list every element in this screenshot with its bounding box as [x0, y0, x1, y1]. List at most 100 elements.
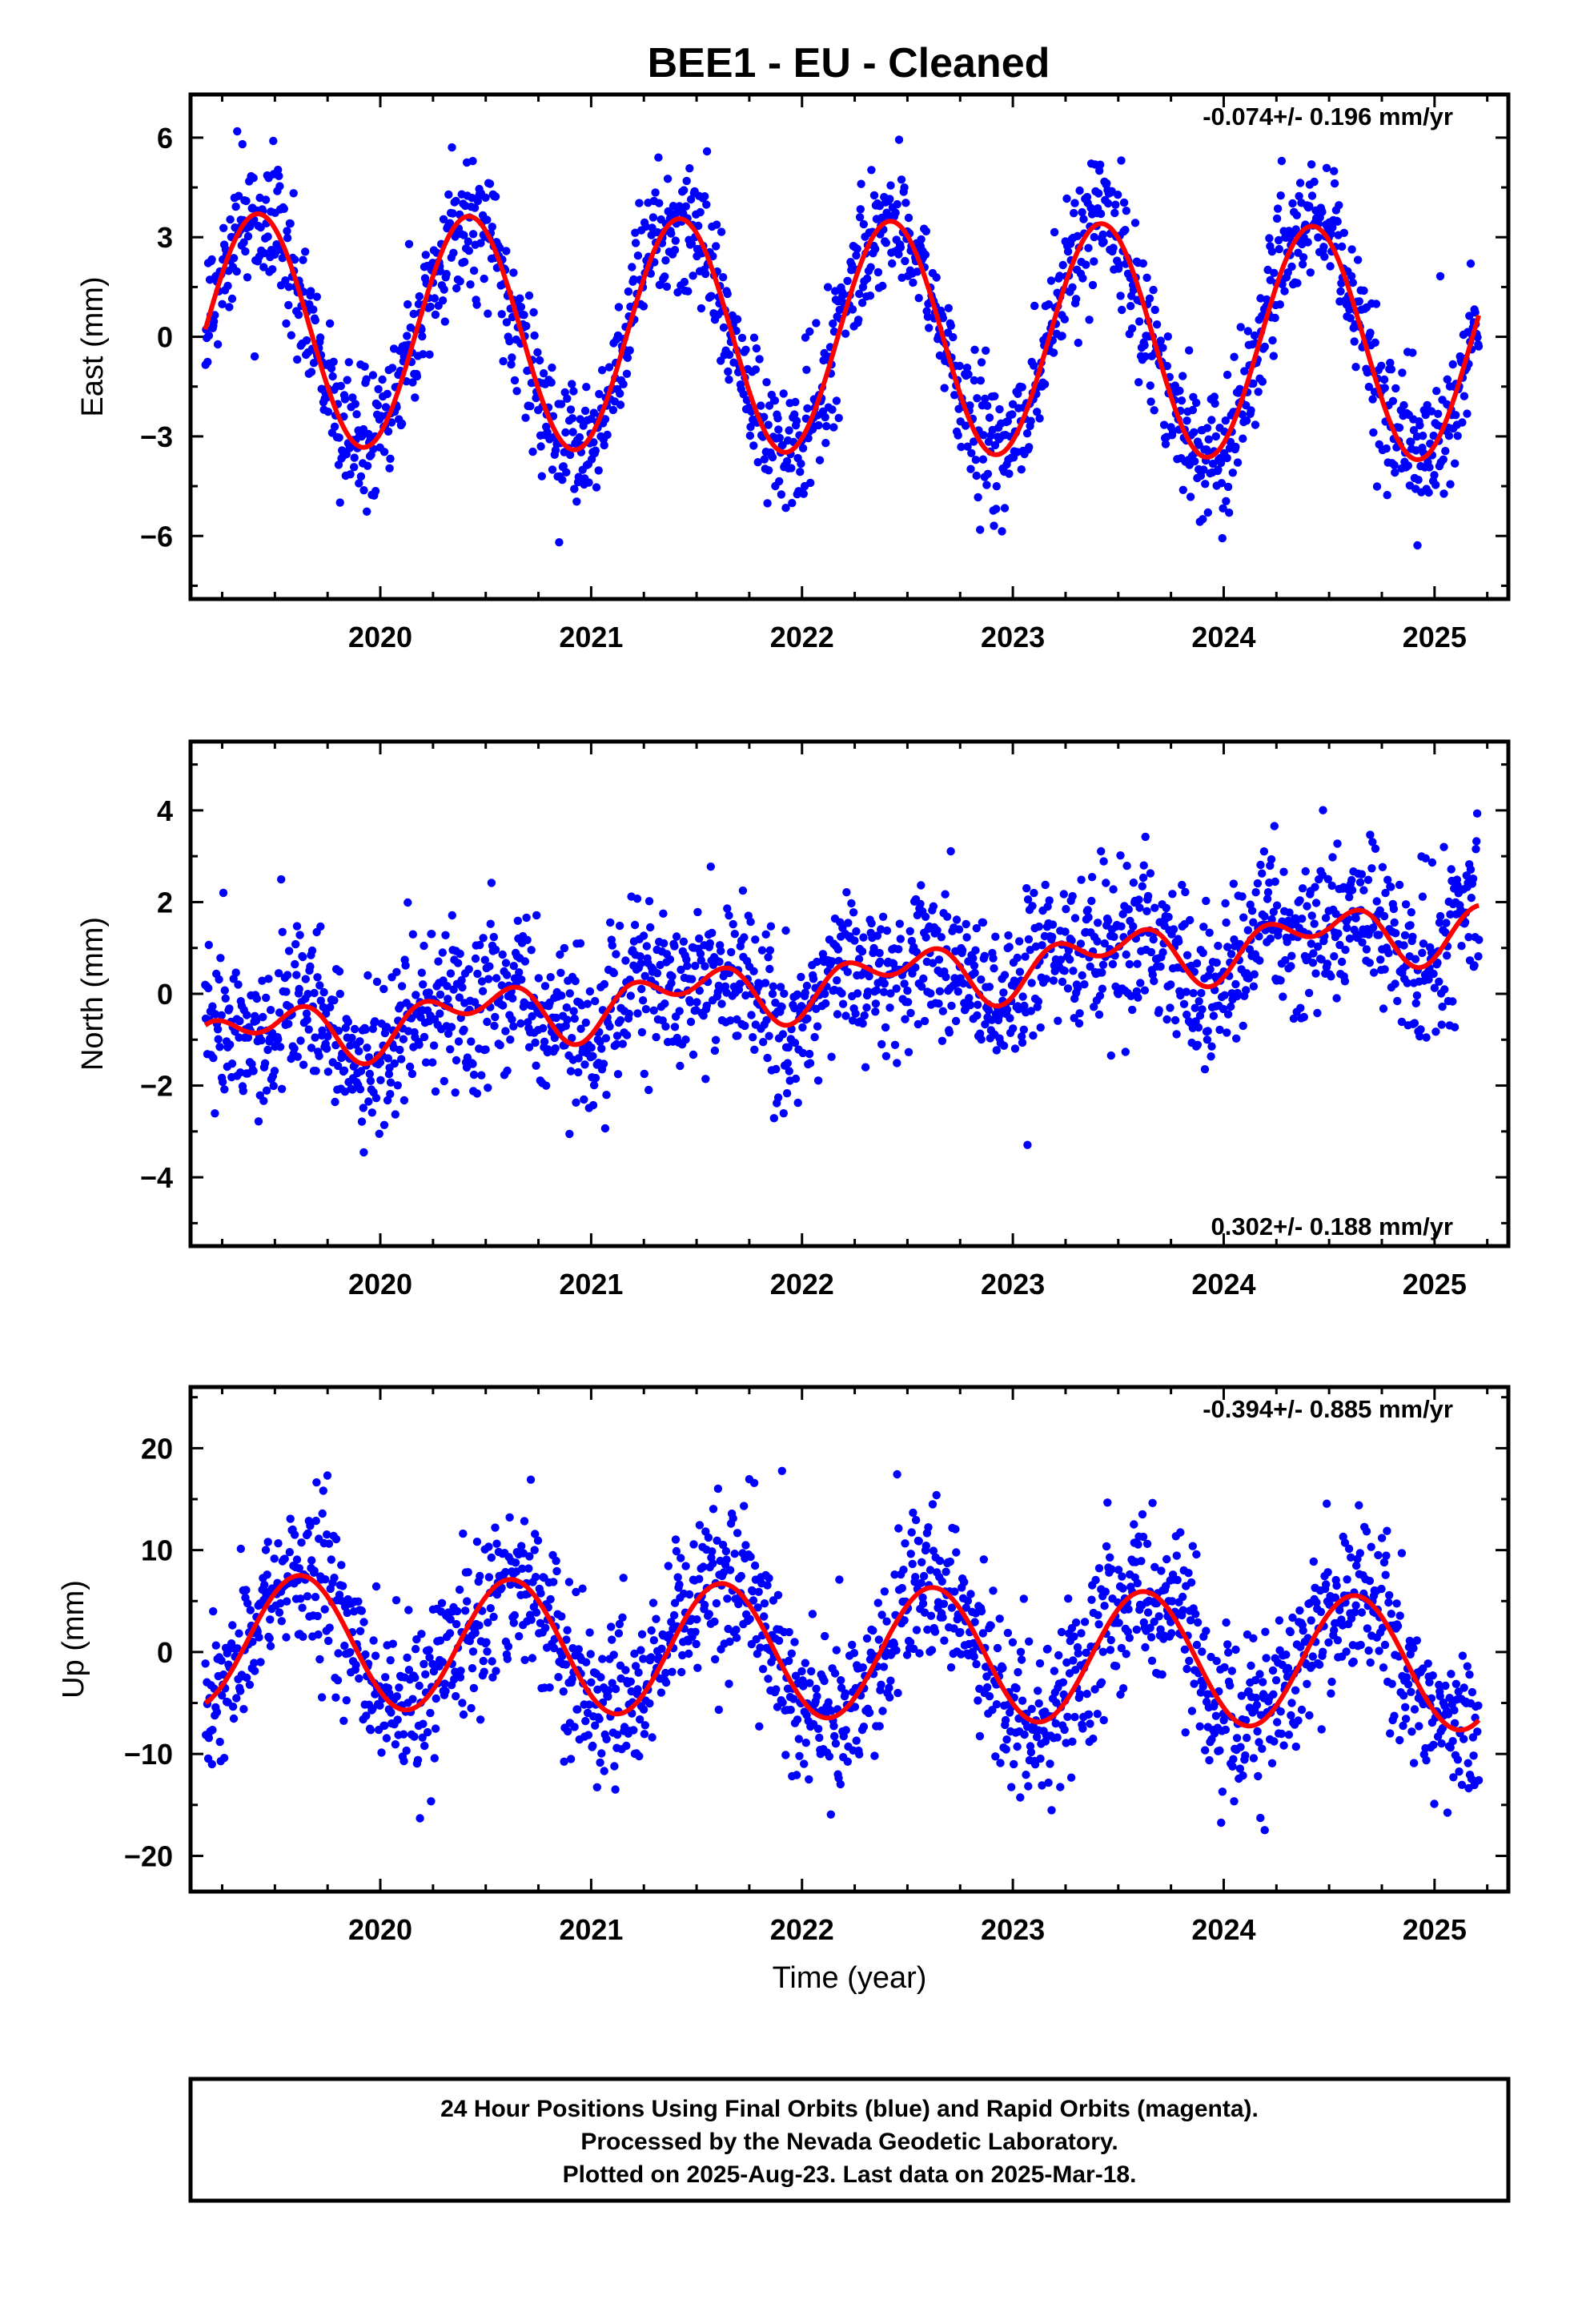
data-point — [701, 269, 710, 279]
data-point — [563, 1626, 572, 1634]
data-point — [772, 1685, 781, 1694]
data-point — [634, 1668, 643, 1677]
data-point — [611, 1785, 620, 1794]
data-point — [645, 1699, 654, 1708]
data-point — [213, 1025, 223, 1034]
data-point — [530, 1546, 539, 1554]
data-point — [481, 193, 490, 202]
data-point — [1178, 880, 1186, 890]
data-point — [708, 1547, 717, 1556]
data-point — [504, 1642, 513, 1651]
data-point — [1280, 287, 1289, 296]
data-point — [945, 1028, 954, 1037]
data-point — [760, 455, 769, 464]
data-point — [791, 1671, 801, 1680]
data-point — [1024, 1782, 1033, 1791]
data-point — [1298, 915, 1307, 923]
data-point — [778, 1030, 788, 1039]
data-point — [334, 1061, 343, 1071]
data-point — [576, 939, 585, 948]
data-point — [1107, 1565, 1116, 1574]
data-point — [274, 1035, 283, 1043]
data-point — [264, 975, 273, 983]
data-point — [259, 1096, 268, 1105]
data-point — [785, 1627, 793, 1637]
data-point — [420, 1032, 429, 1042]
data-point — [1439, 489, 1448, 498]
data-point — [646, 923, 655, 932]
data-point — [1010, 1044, 1020, 1053]
data-point — [258, 976, 267, 985]
data-point — [1275, 244, 1284, 254]
data-point — [1395, 423, 1404, 432]
data-point — [908, 1559, 917, 1569]
data-point — [225, 303, 234, 312]
data-point — [964, 370, 973, 379]
data-point — [1102, 179, 1111, 188]
data-point — [1358, 938, 1367, 947]
data-point — [1310, 177, 1319, 187]
data-point — [528, 1654, 537, 1663]
y-tick-label: 2 — [157, 886, 173, 919]
data-point — [425, 350, 434, 359]
data-point — [278, 927, 287, 937]
data-point — [1453, 881, 1462, 890]
data-point — [633, 1009, 642, 1018]
data-point — [1439, 842, 1448, 851]
data-point — [1202, 896, 1211, 906]
data-point — [501, 1027, 510, 1035]
data-point — [878, 281, 887, 291]
data-point — [927, 1646, 937, 1655]
data-point — [469, 266, 479, 275]
data-point — [418, 1733, 427, 1742]
data-point — [763, 1053, 772, 1063]
data-point — [676, 1061, 685, 1071]
data-point — [1366, 830, 1375, 839]
data-point — [231, 968, 240, 977]
data-point — [977, 975, 986, 984]
data-point — [438, 1658, 448, 1667]
data-point — [322, 1044, 331, 1053]
data-point — [1034, 922, 1044, 931]
data-point — [396, 1045, 404, 1055]
data-point — [1004, 931, 1013, 940]
data-point — [1075, 1009, 1084, 1018]
data-point — [782, 1089, 792, 1098]
data-point — [967, 448, 976, 457]
data-point — [518, 1564, 527, 1574]
data-point — [479, 934, 488, 943]
data-point — [1333, 217, 1342, 226]
y-tick-label: −2 — [140, 1070, 173, 1103]
data-point — [1090, 257, 1098, 266]
data-point — [781, 926, 790, 935]
data-point — [314, 1630, 323, 1639]
data-point — [1295, 896, 1304, 905]
data-point — [480, 955, 489, 964]
data-point — [938, 1613, 947, 1622]
data-point — [765, 964, 774, 974]
data-point — [411, 393, 420, 402]
data-point — [1311, 883, 1319, 891]
data-point — [393, 1715, 402, 1724]
data-point — [526, 402, 535, 411]
data-point — [1109, 885, 1118, 894]
data-point — [1150, 305, 1159, 315]
data-point — [791, 1074, 801, 1084]
data-point — [209, 1606, 218, 1616]
data-point — [1227, 950, 1236, 959]
data-point — [1090, 1003, 1098, 1011]
data-point — [1002, 1005, 1012, 1015]
data-point — [1070, 199, 1079, 207]
data-point — [347, 1033, 356, 1043]
data-point — [540, 1037, 549, 1047]
data-point — [499, 356, 508, 366]
data-point — [1022, 1771, 1030, 1779]
data-point — [307, 1556, 316, 1565]
data-point — [1097, 846, 1106, 856]
data-point — [1103, 199, 1113, 208]
data-point — [637, 984, 646, 994]
data-point — [1015, 937, 1024, 946]
data-point — [1308, 959, 1318, 967]
data-point — [479, 1656, 488, 1666]
data-point — [764, 1675, 773, 1683]
